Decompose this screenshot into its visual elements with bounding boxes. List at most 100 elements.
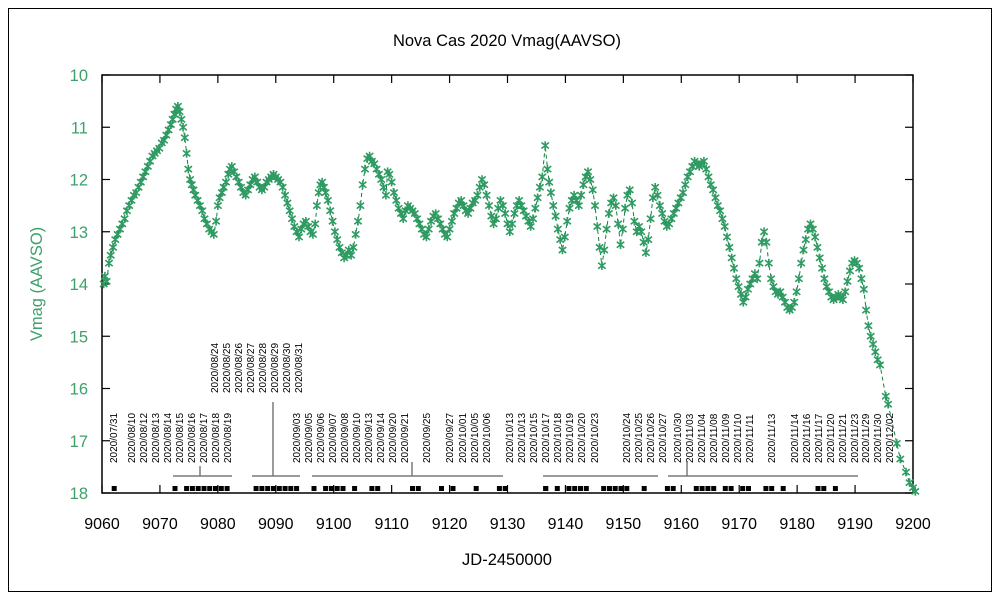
date-label: 2020/10/17 [541,413,552,463]
x-tick-label: 9100 [316,516,352,533]
observation-date-marker [340,486,346,491]
x-tick-label: 9060 [84,516,120,533]
x-tick-label: 9130 [490,516,526,533]
date-label: 2020/08/30 [282,343,293,393]
observation-date-marker [641,486,647,491]
observation-date-marker [583,486,589,491]
observation-date-marker [612,486,618,491]
date-label: 2020/10/01 [458,413,469,463]
observation-date-marker [769,486,775,491]
y-tick-label: 17 [70,433,88,451]
observation-date-marker [207,486,213,491]
date-label: 2020/11/04 [697,413,708,463]
observation-date-marker [439,486,444,491]
plot-area: 9060 9070 9080 9090 9100 9110 9120 9130 9140 9150… [70,67,931,533]
series-markers [99,102,920,496]
observation-date-marker [352,486,358,491]
y-tick-label: 14 [70,276,88,294]
date-label: 2020/08/13 [151,413,162,463]
date-label: 2020/09/07 [328,413,339,463]
observation-date-marker [624,486,630,491]
observation-date-marker [415,486,421,491]
observation-date-marker [201,486,207,491]
y-tick-label: 15 [70,328,88,346]
observation-date-marker [693,486,699,491]
observation-date-marker [213,486,218,491]
date-label: 2020/11/16 [802,413,813,463]
x-tick-label: 9140 [548,516,584,533]
observation-date-marker [607,486,612,491]
date-label: 2020/09/27 [445,413,456,463]
date-label: 2020/10/13 [517,413,528,463]
y-tick-label: 13 [70,224,88,242]
date-label: 2020/11/14 [790,413,801,463]
date-label: 2020/08/14 [163,413,174,463]
series-line [103,105,916,492]
date-label: 2020/10/20 [577,413,588,463]
date-label: 2020/08/19 [223,413,234,463]
date-label: 2020/08/24 [210,343,221,393]
date-label: 2020/10/26 [646,413,657,463]
observation-date-marker [763,486,769,491]
date-label: 2020/11/11 [745,414,756,463]
observation-date-marker [282,486,288,491]
observation-date-marker [410,486,415,491]
observation-date-marker [740,486,746,491]
date-label: 2020/11/08 [709,413,720,463]
date-label: 2020/08/16 [187,413,198,463]
x-tick-label: 9180 [779,516,815,533]
date-label: 2020/10/30 [673,413,684,463]
y-axis-title: Vmag (AAVSO) [28,227,46,341]
date-label: 2020/08/12 [139,413,150,463]
y-tick-label: 10 [70,67,88,85]
observation-date-marker [265,486,271,491]
y-tick-label: 12 [70,172,88,190]
observation-date-marker [323,486,329,491]
observation-date-marker [815,486,821,491]
date-label: 2020/10/25 [634,413,645,463]
x-tick-label: 9120 [432,516,468,533]
observation-date-marker [276,486,282,491]
date-label: 2020/08/27 [246,343,257,393]
date-label: 2020/10/15 [529,413,540,463]
date-label: 2020/10/24 [622,413,633,463]
observation-date-marker [554,486,560,491]
observation-date-marker [111,486,117,491]
chart-title: Nova Cas 2020 Vmag(AAVSO) [393,32,621,50]
date-label: 2020/11/10 [733,413,744,463]
x-tick-label: 9190 [837,516,873,533]
observation-date-marker [224,486,230,491]
y-tick-label: 18 [70,485,88,503]
date-label: 2020/11/30 [873,413,884,463]
date-label: 2020/10/27 [658,413,669,463]
observation-date-marker [821,486,827,491]
observation-date-marker [195,486,201,491]
observation-date-marker [294,486,300,491]
date-label: 2020/10/23 [590,413,601,463]
date-label: 2020/09/20 [388,413,399,463]
observation-date-marker [288,486,294,491]
observation-date-marker [450,486,456,491]
observation-date-marker [259,486,265,491]
x-tick-label: 9090 [258,516,294,533]
date-label: 2020/11/29 [861,413,872,463]
observation-date-marker [311,486,317,491]
observation-date-marker [543,486,549,491]
date-label: 2020/08/31 [294,343,305,393]
observation-date-marker [699,486,705,491]
observation-date-marker [572,486,578,491]
date-label: 2020/08/10 [127,413,138,463]
date-label: 2020/08/17 [199,413,210,463]
date-label: 2020/08/25 [222,343,233,393]
date-label: 2020/09/14 [376,413,387,463]
date-label: 2020/09/03 [292,413,303,463]
date-label: 2020/09/13 [364,413,375,463]
date-label: 2020/08/15 [175,413,186,463]
observation-date-marker [496,486,502,491]
observation-date-marker [566,486,572,491]
observation-date-marker [618,486,624,491]
observation-date-marker [334,486,340,491]
observation-date-marker [172,486,178,491]
